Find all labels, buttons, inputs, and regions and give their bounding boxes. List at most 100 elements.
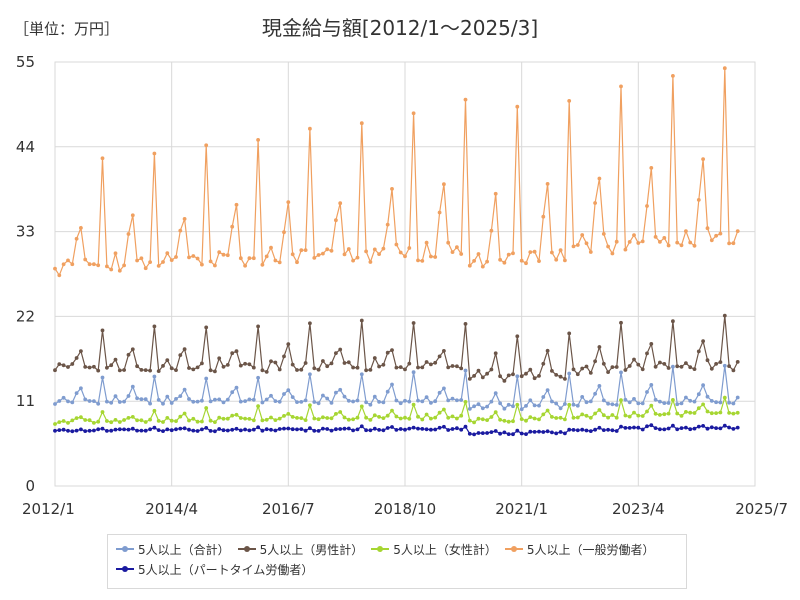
data-point (169, 401, 174, 405)
data-point (511, 372, 515, 377)
data-point (709, 366, 714, 371)
legend-item-total: 5人以上（合計） (116, 541, 230, 558)
data-point (537, 429, 541, 434)
data-point (359, 424, 364, 429)
data-point (364, 415, 368, 420)
data-point (480, 417, 485, 422)
data-point (394, 428, 399, 432)
data-point (135, 428, 140, 433)
data-point (256, 404, 260, 408)
data-point (187, 255, 191, 260)
data-point (130, 213, 135, 218)
legend-item-parttime: 5人以上（パートタイム労働者） (116, 561, 313, 578)
data-point (200, 361, 204, 366)
data-point (532, 376, 537, 381)
data-point (498, 257, 502, 262)
data-point (117, 268, 122, 273)
data-point (277, 416, 282, 421)
y-tick-label: 55 (16, 53, 35, 71)
data-point (493, 391, 498, 396)
data-point (727, 241, 731, 246)
data-point (502, 430, 507, 435)
data-point (109, 400, 114, 405)
data-point (580, 366, 585, 371)
data-point (593, 427, 597, 432)
data-point (606, 244, 610, 249)
data-point (238, 428, 243, 433)
x-tick-label: 2016/7 (262, 500, 315, 518)
data-point (463, 322, 468, 326)
data-point (416, 365, 420, 370)
data-point (567, 402, 572, 407)
data-point (225, 253, 230, 258)
data-point (532, 430, 537, 434)
data-point (96, 263, 101, 268)
data-point (359, 318, 364, 323)
data-point (161, 429, 165, 433)
data-point (385, 389, 390, 394)
data-point (627, 364, 632, 368)
data-point (632, 410, 636, 415)
data-point (117, 427, 122, 432)
data-point (688, 398, 693, 403)
data-point (429, 416, 433, 421)
data-point (666, 243, 671, 248)
data-point (187, 427, 191, 432)
data-point (649, 166, 654, 170)
data-point (208, 429, 213, 433)
data-point (420, 399, 425, 404)
data-point (429, 401, 433, 405)
data-point (433, 255, 438, 259)
data-point (321, 393, 325, 398)
x-tick-label: 2023/4 (612, 500, 665, 518)
data-point (472, 374, 476, 378)
data-point (221, 416, 226, 421)
data-point (567, 371, 572, 376)
data-point (416, 414, 420, 419)
data-point (295, 260, 299, 265)
data-point (92, 421, 96, 425)
data-point (550, 369, 554, 373)
data-point (87, 418, 92, 423)
data-point (66, 258, 70, 263)
data-point (213, 397, 217, 402)
data-point (480, 264, 485, 269)
data-point (230, 427, 235, 432)
data-point (684, 425, 688, 430)
data-point (195, 429, 200, 433)
data-point (597, 408, 602, 412)
data-point (221, 400, 226, 405)
data-point (79, 226, 83, 230)
data-point (684, 361, 688, 365)
data-point (623, 397, 628, 402)
data-point (225, 416, 230, 421)
data-point (260, 400, 265, 405)
data-point (208, 259, 213, 264)
data-point (61, 363, 66, 368)
legend-swatch-male (237, 544, 256, 554)
data-point (295, 400, 299, 404)
data-point (493, 429, 498, 433)
data-point (636, 401, 641, 406)
y-tick-label: 0 (25, 477, 35, 495)
data-point (390, 348, 394, 352)
data-point (238, 256, 243, 261)
data-point (614, 365, 619, 369)
data-point (308, 126, 312, 131)
data-point (286, 200, 291, 205)
legend-swatch-parttime (116, 564, 134, 574)
data-point (519, 407, 524, 412)
data-point (243, 263, 248, 268)
data-point (191, 416, 196, 421)
data-point (178, 414, 183, 419)
data-point (334, 412, 338, 416)
data-point (407, 426, 412, 431)
data-point (584, 364, 589, 369)
data-point (377, 400, 381, 404)
data-point (403, 367, 407, 372)
legend-item-female: 5人以上（女性計） (371, 541, 497, 558)
data-point (338, 201, 343, 206)
data-point (627, 240, 632, 244)
data-point (467, 407, 472, 411)
data-point (640, 401, 645, 406)
